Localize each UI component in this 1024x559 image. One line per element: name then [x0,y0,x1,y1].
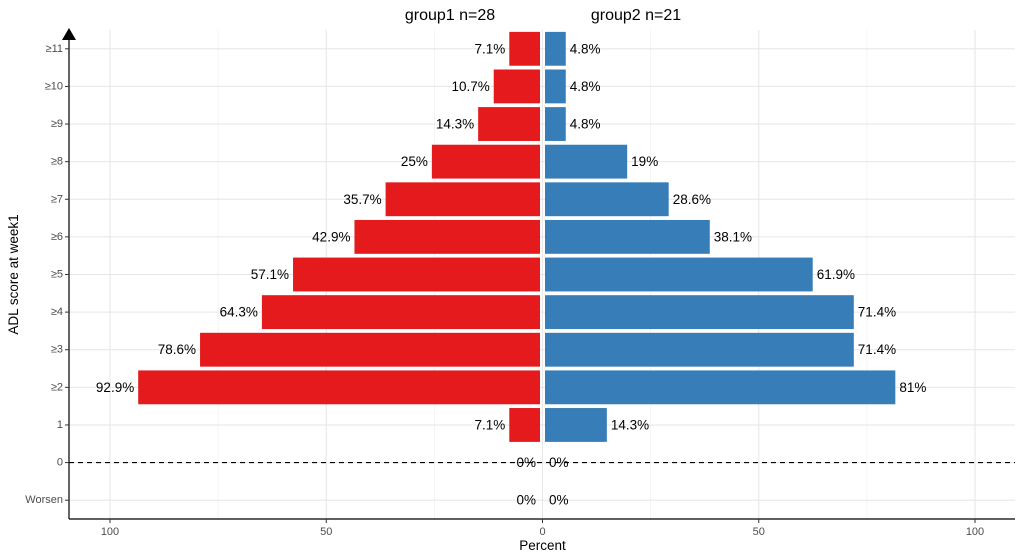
group2-bar-≥7 [545,182,669,217]
group1-bar-label: 7.1% [475,41,506,56]
x-axis-title: Percent [519,538,566,553]
group1-bar-label: 25% [401,154,428,169]
group1-bar-≥7 [385,182,540,217]
group1-bar-label: 0% [516,455,536,470]
group1-bar-1 [509,408,540,442]
y-tick-label: ≥5 [51,269,63,281]
x-tick-label: 50 [320,526,332,538]
group1-bar-≥11 [509,31,540,66]
y-tick-label: ≥11 [46,43,63,55]
y-tick-label: 0 [57,457,63,469]
group1-bar-≥10 [493,69,540,104]
group1-bar-≥8 [431,144,540,179]
group2-bar-label: 61.9% [817,267,855,282]
group2-bar-label: 81% [899,380,926,395]
group2-bar-≥8 [545,144,628,179]
group1-bar-≥4 [261,295,540,330]
group2-bar-label: 0% [549,455,569,470]
group1-bar-label: 0% [516,493,536,508]
group1-bar-≥9 [478,107,540,141]
group2-bar-label: 71.4% [858,342,896,357]
group2-bar-label: 4.8% [570,79,601,94]
group1-bar-≥2 [138,370,540,405]
y-tick-label: ≥8 [51,156,63,168]
x-tick-label: 0 [539,526,545,538]
group1-bar-label: 7.1% [475,417,506,432]
group1-bar-≥5 [293,257,540,292]
group2-bar-≥10 [545,69,566,104]
group2-bar-label: 4.8% [570,41,601,56]
group1-bar-label: 64.3% [220,305,258,320]
group2-bar-≥2 [545,370,896,405]
group2-bar-label: 4.8% [570,117,601,132]
y-tick-label: ≥10 [45,80,63,92]
y-tick-label: ≥4 [51,306,63,318]
axes: Worsen 0 1 ≥2 ≥3 ≥4 ≥5 ≥6 ≥7 ≥8 ≥9 ≥10 ≥11 100 50 0 50 10… [25,28,1015,538]
y-tick-label: ≥7 [51,193,63,205]
group1-bar-label: 35.7% [343,192,381,207]
group2-bar-≥3 [545,332,854,367]
group2-bar-label: 0% [549,493,569,508]
group1-bar-label: 92.9% [96,380,134,395]
y-tick-label: ≥2 [51,381,63,393]
group2-bar-label: 28.6% [673,192,711,207]
x-tick-label: 100 [966,526,984,538]
y-axis-arrow-icon [62,28,76,40]
x-tick-label: 50 [753,526,765,538]
group1-bar-≥6 [354,219,540,254]
grid-layer [69,30,1015,519]
group1-bar-label: 10.7% [451,79,489,94]
bar-labels: 0% 0% 7.1% 92.9% 78.6% 64.3% 57.1% 42.9% 35.7% 25… [96,41,926,507]
group1-title: group1 n=28 [405,7,495,24]
y-axis-title: ADL score at week1 [6,214,21,334]
group1-bar-≥3 [200,332,540,367]
group1-bar-label: 42.9% [312,229,350,244]
group2-bar-label: 71.4% [858,305,896,320]
group2-bar-≥6 [545,219,710,254]
group2-bar-label: 14.3% [611,417,649,432]
group2-bar-1 [545,408,607,442]
group1-bar-label: 14.3% [436,117,474,132]
group2-bar-≥9 [545,107,566,141]
y-tick-label: Worsen [25,494,63,506]
group1-bar-label: 78.6% [158,342,196,357]
y-tick-label: ≥6 [51,231,63,243]
group2-title: group2 n=21 [591,7,681,24]
group2-bar-label: 19% [631,154,658,169]
group2-bar-≥4 [545,295,854,330]
x-tick-label: 100 [101,526,119,538]
group2-bar-label: 38.1% [714,229,752,244]
y-tick-label: 1 [57,419,63,431]
y-tick-label: ≥9 [51,118,63,130]
group2-bar-≥11 [545,31,566,66]
group1-bar-label: 57.1% [251,267,289,282]
group2-bar-≥5 [545,257,813,292]
y-tick-label: ≥3 [51,344,63,356]
bars [138,31,896,442]
